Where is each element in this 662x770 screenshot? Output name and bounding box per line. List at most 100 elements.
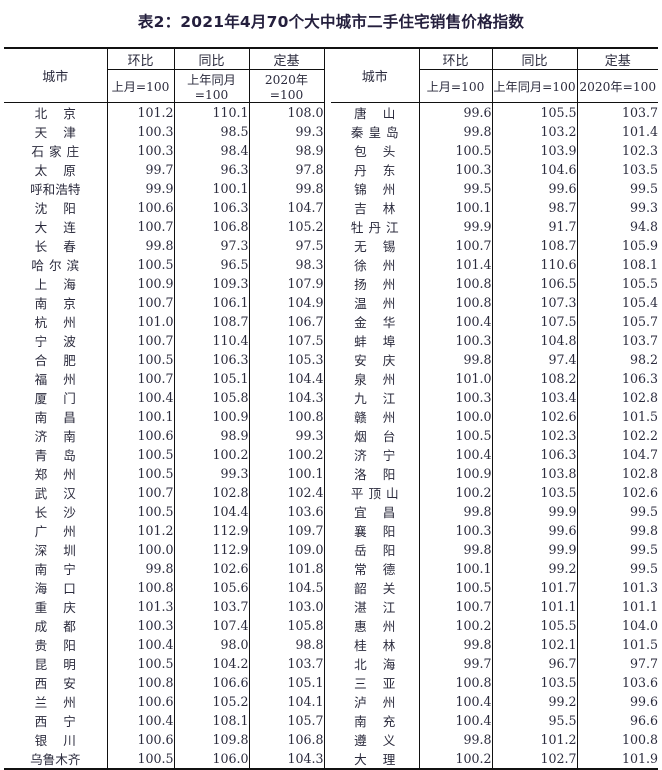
yoy-value-left: 98.9 bbox=[173, 426, 249, 445]
base-value-left: 104.1 bbox=[248, 692, 325, 711]
table-row: 广州 101.2 112.9 109.7 襄阳 100.3 99.6 99.8 bbox=[4, 521, 658, 540]
column-gap bbox=[324, 464, 331, 483]
column-gap bbox=[324, 122, 331, 141]
mom-value-right: 100.9 bbox=[418, 464, 492, 483]
mom-value-left: 100.5 bbox=[106, 464, 174, 483]
mom-value-left: 100.8 bbox=[106, 578, 174, 597]
mom-value-right: 99.8 bbox=[418, 730, 492, 749]
city-name-left: 长沙 bbox=[34, 505, 92, 520]
yoy-value-right: 102.6 bbox=[491, 407, 577, 426]
city-name-left: 西安 bbox=[34, 676, 92, 691]
city-name-right: 桂林 bbox=[354, 638, 412, 653]
yoy-value-right: 110.6 bbox=[491, 255, 577, 274]
mom-value-left: 100.6 bbox=[106, 198, 174, 217]
city-name-left: 上海 bbox=[34, 277, 92, 292]
yoy-value-left: 105.1 bbox=[173, 369, 249, 388]
yoy-value-right: 107.3 bbox=[491, 293, 577, 312]
column-gap bbox=[324, 331, 331, 350]
base-value-right: 102.2 bbox=[576, 426, 658, 445]
city-name-left: 福州 bbox=[34, 372, 92, 387]
header-base-base-left: 2020年=100 bbox=[248, 69, 325, 103]
base-value-right: 104.0 bbox=[576, 616, 658, 635]
table-row: 上海 100.9 109.3 107.9 扬州 100.8 106.5 105.5 bbox=[4, 274, 658, 293]
mom-value-right: 100.0 bbox=[418, 407, 492, 426]
city-name-left: 石家庄 bbox=[31, 144, 85, 159]
table-row: 呼和浩特 99.9 100.1 99.8 锦州 99.5 99.6 99.5 bbox=[4, 179, 658, 198]
mom-value-right: 100.2 bbox=[418, 483, 492, 502]
base-value-right: 105.7 bbox=[576, 312, 658, 331]
base-value-left: 108.0 bbox=[248, 102, 325, 122]
mom-value-left: 100.3 bbox=[106, 616, 174, 635]
base-value-left: 98.8 bbox=[248, 635, 325, 654]
yoy-value-right: 103.8 bbox=[491, 464, 577, 483]
mom-value-right: 101.0 bbox=[418, 369, 492, 388]
yoy-value-right: 105.5 bbox=[491, 102, 577, 122]
table-row: 贵阳 100.4 98.0 98.8 桂林 99.8 102.1 101.5 bbox=[4, 635, 658, 654]
yoy-value-left: 102.8 bbox=[173, 483, 249, 502]
yoy-value-left: 98.0 bbox=[173, 635, 249, 654]
city-name-left: 成都 bbox=[34, 619, 92, 634]
base-value-left: 98.3 bbox=[248, 255, 325, 274]
city-name-left: 大连 bbox=[34, 220, 92, 235]
city-name-left: 海口 bbox=[34, 581, 92, 596]
mom-value-right: 100.4 bbox=[418, 445, 492, 464]
yoy-value-right: 103.5 bbox=[491, 673, 577, 692]
yoy-value-left: 99.3 bbox=[173, 464, 249, 483]
header-base-left: 定基 bbox=[248, 49, 325, 70]
column-gap bbox=[324, 559, 331, 578]
base-value-left: 103.7 bbox=[248, 654, 325, 673]
base-value-right: 99.3 bbox=[576, 198, 658, 217]
table-row: 哈尔滨 100.5 96.5 98.3 徐州 101.4 110.6 108.1 bbox=[4, 255, 658, 274]
table-container: 城市 环比 同比 定基 城市 环比 同比 定基 上月=100 上年同月=100 … bbox=[0, 47, 662, 770]
mom-value-left: 100.3 bbox=[106, 122, 174, 141]
city-name-left: 太原 bbox=[34, 163, 92, 178]
city-name-right: 平顶山 bbox=[350, 486, 404, 501]
table-row: 北京 101.2 110.1 108.0 唐山 99.6 105.5 103.7 bbox=[4, 102, 658, 123]
yoy-value-left: 97.3 bbox=[173, 236, 249, 255]
yoy-value-right: 104.8 bbox=[491, 331, 577, 350]
base-value-right: 103.6 bbox=[576, 673, 658, 692]
table-row: 济南 100.6 98.9 99.3 烟台 100.5 102.3 102.2 bbox=[4, 426, 658, 445]
base-value-left: 97.5 bbox=[248, 236, 325, 255]
mom-value-right: 99.8 bbox=[418, 502, 492, 521]
mom-value-left: 100.7 bbox=[106, 331, 174, 350]
yoy-value-left: 106.6 bbox=[173, 673, 249, 692]
mom-value-right: 99.8 bbox=[418, 350, 492, 369]
table-row: 南宁 99.8 102.6 101.8 常德 100.1 99.2 99.5 bbox=[4, 559, 658, 578]
base-value-right: 101.4 bbox=[576, 122, 658, 141]
yoy-value-left: 108.1 bbox=[173, 711, 249, 730]
mom-value-left: 100.5 bbox=[106, 749, 174, 768]
column-gap bbox=[324, 407, 331, 426]
yoy-value-right: 103.2 bbox=[491, 122, 577, 141]
city-name-left: 西宁 bbox=[34, 714, 92, 729]
base-value-right: 103.5 bbox=[576, 160, 658, 179]
table-row: 南昌 100.1 100.9 100.8 赣州 100.0 102.6 101.5 bbox=[4, 407, 658, 426]
table-body: 北京 101.2 110.1 108.0 唐山 99.6 105.5 103.7 天津 100.3… bbox=[4, 102, 658, 768]
yoy-value-right: 99.9 bbox=[491, 540, 577, 559]
yoy-value-left: 96.3 bbox=[173, 160, 249, 179]
yoy-value-left: 110.1 bbox=[173, 102, 249, 122]
mom-value-right: 100.7 bbox=[418, 597, 492, 616]
mom-value-left: 100.5 bbox=[106, 502, 174, 521]
city-name-left: 宁波 bbox=[34, 334, 92, 349]
city-name-right: 安庆 bbox=[354, 353, 412, 368]
city-name-left: 郑州 bbox=[34, 467, 92, 482]
yoy-value-left: 105.8 bbox=[173, 388, 249, 407]
base-value-right: 106.3 bbox=[576, 369, 658, 388]
table-row: 太原 99.7 96.3 97.8 丹东 100.3 104.6 103.5 bbox=[4, 160, 658, 179]
base-value-right: 102.8 bbox=[576, 464, 658, 483]
mom-value-right: 100.1 bbox=[418, 198, 492, 217]
yoy-value-left: 112.9 bbox=[173, 521, 249, 540]
city-name-left: 深圳 bbox=[34, 543, 92, 558]
column-gap bbox=[324, 635, 331, 654]
city-name-left: 济南 bbox=[34, 429, 92, 444]
header-mom-left: 环比 bbox=[106, 49, 174, 70]
header-mom-base-left: 上月=100 bbox=[106, 69, 174, 103]
column-gap bbox=[324, 103, 331, 123]
table-row: 南京 100.7 106.1 104.9 温州 100.8 107.3 105.4 bbox=[4, 293, 658, 312]
table-row: 福州 100.7 105.1 104.4 泉州 101.0 108.2 106.3 bbox=[4, 369, 658, 388]
column-gap bbox=[324, 654, 331, 673]
city-name-right: 襄阳 bbox=[354, 524, 412, 539]
mom-value-right: 99.8 bbox=[418, 122, 492, 141]
